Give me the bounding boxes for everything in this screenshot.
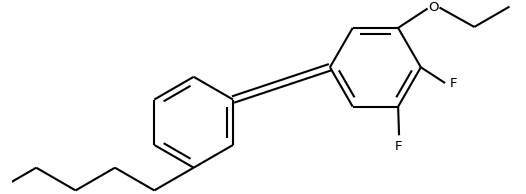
Text: F: F: [450, 77, 457, 90]
Text: F: F: [394, 140, 402, 153]
Text: O: O: [428, 1, 439, 14]
